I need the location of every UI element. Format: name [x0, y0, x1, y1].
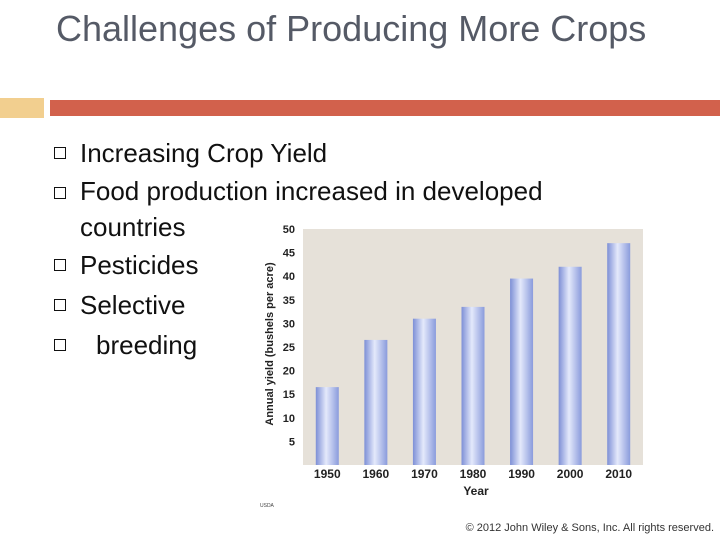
y-tick-label: 15	[283, 389, 295, 401]
yield-chart: Annual yield (bushels per acre) 5 10 15 20 2…	[264, 224, 643, 498]
bar-2010	[607, 243, 631, 465]
bullet-square-icon	[54, 299, 66, 311]
y-tick-label: 10	[283, 413, 295, 425]
accent-bar-left	[0, 98, 44, 118]
x-tick-label: 1970	[411, 467, 438, 481]
bar-1950	[315, 387, 339, 465]
bar-1960	[364, 339, 388, 465]
y-tick-label: 45	[283, 248, 295, 260]
x-axis-label: Year	[463, 484, 489, 498]
bullet-text: Selective	[80, 290, 186, 320]
x-tick-label: 2000	[557, 467, 584, 481]
bullet-item: breeding	[50, 325, 610, 365]
y-tick-label: 35	[283, 295, 295, 307]
bullet-square-icon	[54, 147, 66, 159]
y-tick-label: 20	[283, 366, 295, 378]
bullet-text: breeding	[96, 330, 198, 360]
bullet-item: Food production increased in developed c…	[50, 173, 610, 245]
y-tick-label: 50	[283, 224, 295, 236]
bullet-text: Food production increased in developed c…	[80, 176, 543, 242]
slide-title: Challenges of Producing More Crops	[56, 8, 647, 49]
x-tick-label: 1960	[363, 467, 390, 481]
y-tick-label: 30	[283, 318, 295, 330]
y-axis-label: Annual yield (bushels per acre)	[264, 262, 276, 426]
bullet-list: Increasing Crop Yield Food production in…	[50, 133, 610, 365]
bullet-item: Increasing Crop Yield	[50, 133, 610, 173]
bullet-square-icon	[54, 187, 66, 199]
x-tick-label: 1980	[460, 467, 487, 481]
bullet-item: Selective	[50, 285, 610, 325]
y-tick-label: 40	[283, 271, 295, 283]
bullet-item: Pesticides	[50, 245, 610, 285]
bullet-text: Increasing Crop Yield	[80, 138, 328, 168]
x-tick-label: 2010	[605, 467, 632, 481]
x-tick-label: 1990	[508, 467, 535, 481]
source-note: USDA	[260, 503, 274, 509]
bar-1990	[510, 278, 534, 465]
y-tick-label: 25	[283, 342, 295, 354]
bar-2000	[558, 266, 582, 465]
bar-1980	[461, 306, 485, 465]
copyright-notice: © 2012 John Wiley & Sons, Inc. All right…	[465, 522, 714, 534]
bullet-text: Pesticides	[80, 250, 199, 280]
x-tick-label: 1950	[314, 467, 341, 481]
y-tick-label: 5	[289, 436, 295, 448]
bullet-square-icon	[54, 259, 66, 271]
bullet-square-icon	[54, 339, 66, 351]
accent-bar	[50, 100, 720, 116]
bar-1970	[412, 318, 436, 465]
